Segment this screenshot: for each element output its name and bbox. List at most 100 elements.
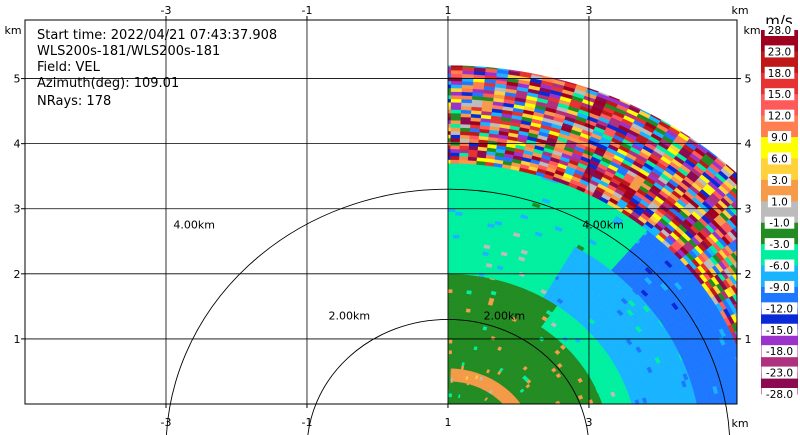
velocity-gate [611,419,616,424]
velocity-gate [454,211,463,216]
velocity-gate [455,430,457,434]
velocity-gate [516,413,520,417]
velocity-gate [447,200,456,205]
velocity-gate [649,428,653,434]
velocity-gate [458,241,466,247]
velocity-gate [501,421,505,424]
velocity-gate [713,429,717,435]
velocity-gate [564,411,569,415]
velocity-gate [481,423,485,426]
velocity-gate [471,422,474,425]
velocity-gate [748,378,754,387]
velocity-gate [462,421,465,425]
velocity-gate [604,408,606,412]
velocity-gate [522,407,527,411]
velocity-gate [628,431,632,435]
velocity-gate [721,406,726,414]
velocity-gate [741,354,747,363]
velocity-gate [458,408,460,412]
velocity-gate [649,407,654,413]
velocity-gate [458,419,460,423]
velocity-gate [465,422,468,425]
velocity-gate [452,410,454,414]
velocity-gate [456,418,458,422]
velocity-gate [458,427,460,431]
velocity-gate [463,410,466,414]
velocity-gate [576,411,581,415]
velocity-gate [543,403,544,404]
velocity-gate [458,238,466,243]
velocity-gate [479,416,482,419]
velocity-gate [647,418,652,424]
velocity-gate [454,339,460,344]
velocity-gate [452,241,460,246]
velocity-gate [448,400,451,404]
velocity-gate [511,411,515,415]
velocity-gate [512,416,516,419]
velocity-gate [454,429,456,433]
velocity-gate [495,424,499,427]
velocity-gate [472,410,475,413]
velocity-gate [527,405,532,409]
velocity-gate [634,410,639,416]
velocity-gate [485,422,488,425]
velocity-gate [466,410,469,414]
velocity-gate [482,418,485,421]
velocity-gate [507,409,511,413]
velocity-gate [605,411,610,416]
velocity-gate [451,259,459,264]
velocity-gate [493,415,497,418]
velocity-gate [513,417,517,420]
velocity-gate [550,416,555,420]
velocity-gate [479,432,483,435]
velocity-gate [528,423,533,426]
velocity-gate [700,423,705,430]
velocity-gate [595,422,600,427]
velocity-gate [567,407,572,411]
velocity-gate [447,266,453,271]
velocity-gate [662,416,667,422]
velocity-gate [533,416,538,420]
velocity-gate [456,310,462,316]
velocity-gate [544,423,548,427]
velocity-gate [474,415,477,419]
velocity-gate [459,220,468,225]
velocity-gate [634,415,636,420]
velocity-gate [525,413,530,417]
velocity-gate [455,415,457,419]
velocity-gate [527,410,530,413]
velocity-gate [604,425,609,430]
velocity-gate [452,281,458,287]
velocity-gate [724,428,729,435]
velocity-gate [486,408,490,412]
velocity-gate [470,422,473,425]
velocity-gate [550,430,554,433]
velocity-gate [542,429,546,432]
velocity-gate [457,411,459,415]
velocity-gate [447,219,454,225]
velocity-gate [447,288,453,294]
velocity-gate [474,408,477,412]
velocity-gate [608,424,613,429]
velocity-gate [482,431,486,434]
velocity-gate [639,403,640,404]
velocity-gate [555,408,560,412]
velocity-gate [494,405,498,409]
velocity-gate [456,292,462,298]
velocity-gate [523,422,527,425]
velocity-gate [465,410,468,414]
velocity-gate [450,403,453,404]
velocity-gate [550,406,555,410]
velocity-gate [468,425,471,428]
velocity-gate [468,416,471,420]
velocity-gate [481,409,485,413]
velocity-gate [755,409,760,417]
velocity-gate [571,420,576,424]
velocity-gate [698,417,700,424]
velocity-gate [722,414,727,422]
velocity-gate [457,266,464,272]
velocity-gate [526,419,530,422]
velocity-gate [542,418,547,422]
velocity-gate [499,424,503,427]
velocity-gate [463,431,466,434]
